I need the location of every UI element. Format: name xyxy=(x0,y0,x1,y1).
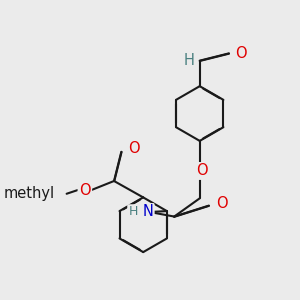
Text: methyl: methyl xyxy=(4,186,55,201)
Text: N: N xyxy=(142,205,153,220)
Text: O: O xyxy=(216,196,227,211)
Text: H: H xyxy=(183,53,194,68)
Text: O: O xyxy=(235,46,247,61)
Text: H: H xyxy=(128,206,138,218)
Text: O: O xyxy=(128,141,140,156)
Text: O: O xyxy=(79,183,91,198)
Text: O: O xyxy=(196,164,207,178)
